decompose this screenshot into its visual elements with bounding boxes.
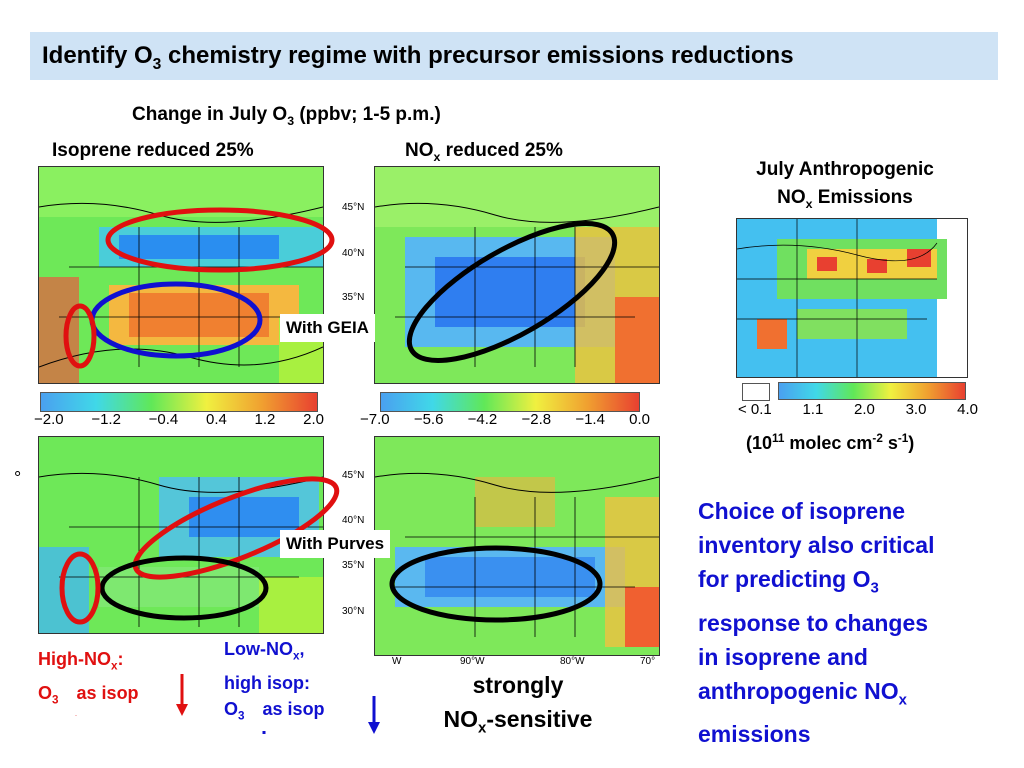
ellipse-black-nox [406,221,618,363]
lat-label: 40°N [342,248,365,259]
ellipse-red-north [105,207,335,273]
colorbar-emis-min-box [742,383,770,401]
ellipse-blue-south [89,281,263,359]
conclusion-text: Choice of isoprene inventory also critic… [698,498,935,748]
degree-mark: ° [14,468,22,488]
lon-label: W [392,656,402,667]
with-purves-label: With Purves [280,530,391,558]
ellipse-red-texas [63,303,97,369]
high-nox-note: High-NOx: O3 as isop [34,644,143,716]
with-geia-label: With GEIA [280,314,375,342]
ellipse-red-texas-purves [59,551,101,625]
map-nox-geia [374,166,660,384]
slide-title: Identify O3 chemistry regime with precur… [30,32,998,80]
low-nox-note: Low-NOx, high isop: O3 as isop [220,634,329,732]
lon-label: 70° [640,656,656,667]
emissions-units: (1011 molec cm-2 s-1) [746,432,915,453]
nox-panel-title: NOx reduced 25% [405,140,563,164]
lat-label: 35°N [342,560,365,571]
lat-label: 30°N [342,606,365,617]
colorbar-nox-ticks: −7.0 −5.6 −4.2 −2.8 −1.4 0.0 [360,411,650,428]
colorbar-nox [380,392,640,412]
lat-label: 45°N [342,202,365,213]
lon-label: 80°W [560,656,585,667]
colorbar-isoprene [40,392,318,412]
colorbar-isoprene-ticks: −2.0 −1.2 −0.4 0.4 1.2 2.0 [34,411,324,428]
map-nox-emissions [736,218,968,378]
lat-label: 40°N [342,515,365,526]
isoprene-panel-title: Isoprene reduced 25% [52,140,254,161]
colorbar-emissions [778,382,966,400]
emissions-title: July Anthropogenic NOx Emissions [756,159,934,211]
lat-label: 45°N [342,470,365,481]
colorbar-emissions-ticks: < 0.1 1.1 2.0 3.0 4.0 [738,401,978,418]
ellipse-red-purves [132,476,340,580]
ellipse-black-purves [99,555,269,621]
lat-label: 35°N [342,292,365,303]
map-isoprene-geia [38,166,324,384]
lon-label: 90°W [460,656,485,667]
strongly-nox-sensitive-note: strongly NOx-sensitive [443,672,593,737]
map-isoprene-purves [38,436,324,634]
ellipse-black-nox-purves [389,545,603,623]
chart-header: Change in July O3 (ppbv; 1-5 p.m.) [132,104,441,128]
